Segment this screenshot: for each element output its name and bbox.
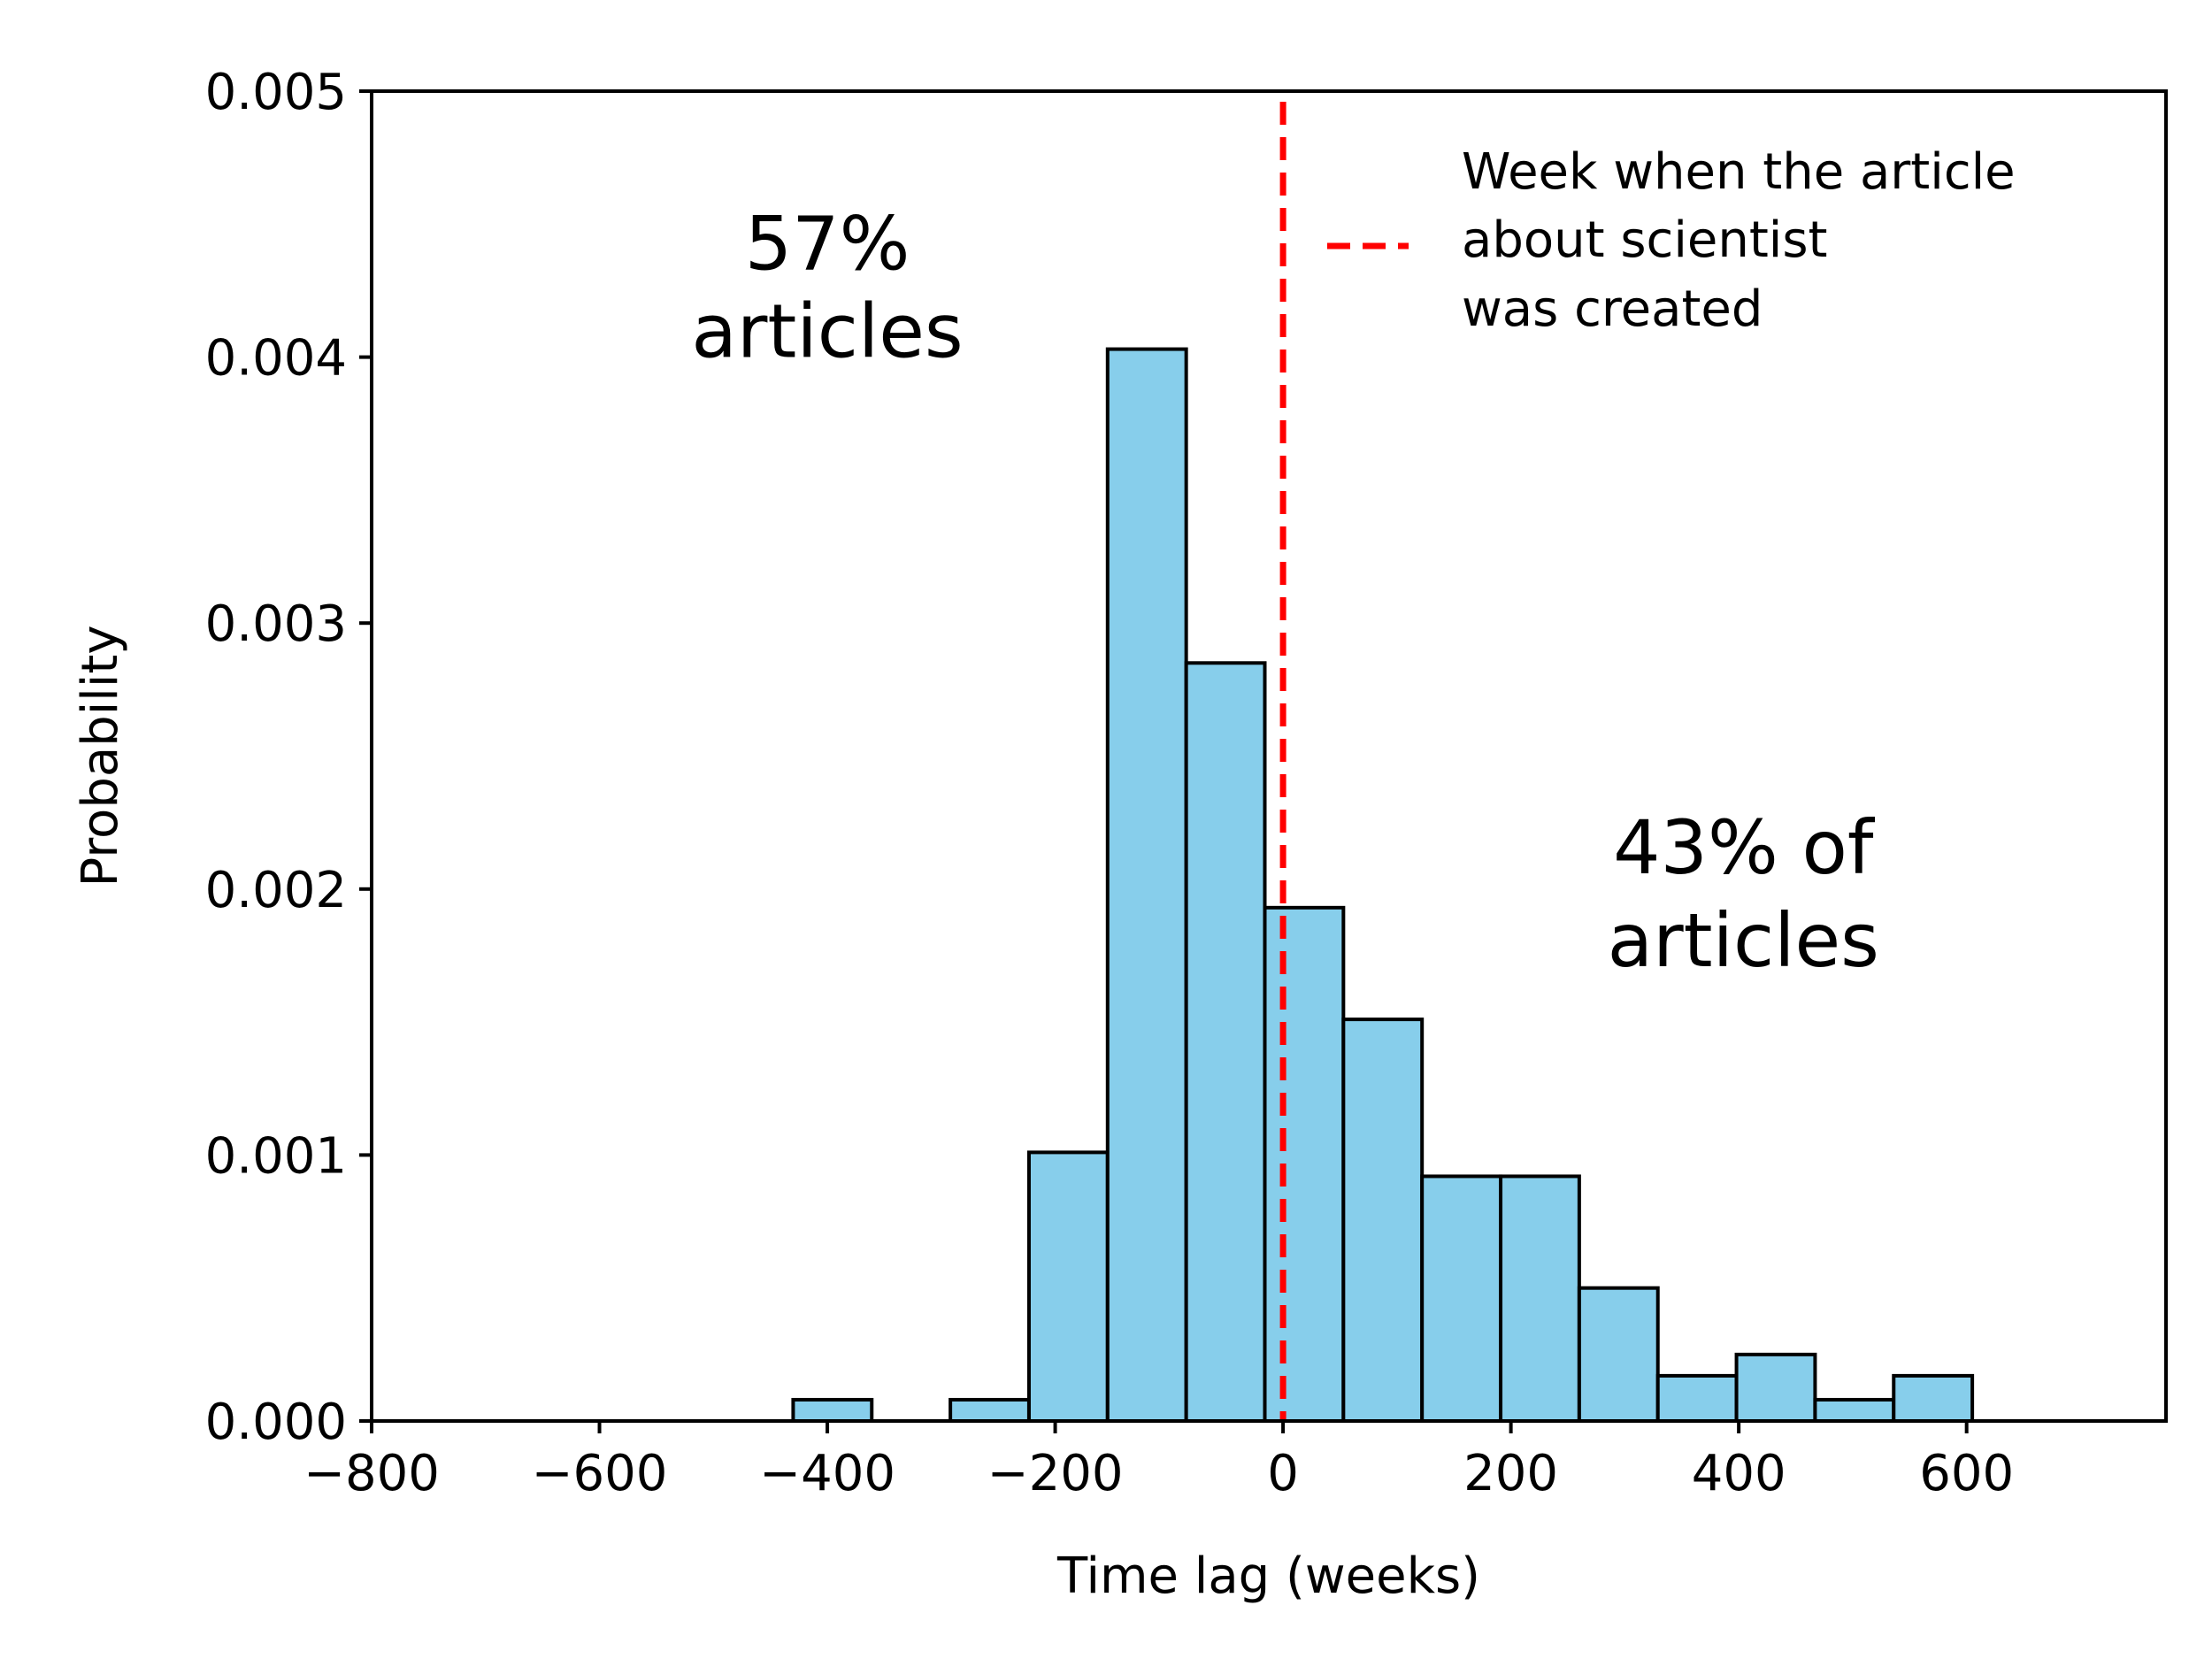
histogram-bar-0 xyxy=(791,1397,874,1424)
y-axis-ticks: 0.000 0.001 0.002 0.003 0.004 0.005 xyxy=(205,64,372,1451)
y-axis-title: Probability xyxy=(72,625,129,887)
x-axis-ticks: −800 −600 −400 −200 0 200 400 600 xyxy=(303,1421,2014,1502)
histogram-bar-10 xyxy=(1577,1286,1660,1423)
x-axis-title: Time lag (weeks) xyxy=(1056,1548,1480,1605)
x-tick-label: 200 xyxy=(1463,1445,1558,1502)
histogram-bar-2 xyxy=(949,1397,1031,1424)
annotation-right-line-2: articles xyxy=(1608,897,1879,984)
histogram-bar-12 xyxy=(1734,1352,1817,1423)
x-tick-label: 400 xyxy=(1692,1445,1786,1502)
y-tick-label: 0.002 xyxy=(205,862,347,919)
histogram-bar-14 xyxy=(1892,1373,1975,1423)
histogram-bar-9 xyxy=(1499,1174,1581,1423)
x-tick-label: −600 xyxy=(532,1445,668,1502)
histogram-bar-11 xyxy=(1655,1373,1739,1423)
histogram-bar-7 xyxy=(1341,1018,1425,1423)
y-tick-label: 0.004 xyxy=(205,330,347,388)
histogram-bar-5 xyxy=(1184,661,1267,1423)
annotation-left-line-2: articles xyxy=(691,288,963,375)
x-tick-label: −200 xyxy=(987,1445,1124,1502)
histogram-bar-8 xyxy=(1420,1174,1503,1423)
x-tick-label: 600 xyxy=(1919,1445,2014,1502)
plot-frame xyxy=(370,89,2168,1423)
y-tick-label: 0.003 xyxy=(205,595,347,653)
legend-label-line-1: Week when the article xyxy=(1462,143,2016,201)
legend-label-line-3: was created xyxy=(1462,280,1763,338)
x-tick-label: −800 xyxy=(303,1445,440,1502)
x-tick-label: −400 xyxy=(759,1445,895,1502)
legend-label-line-2: about scientist xyxy=(1462,211,1828,269)
histogram-bar-6 xyxy=(1263,905,1346,1424)
y-tick-label: 0.005 xyxy=(205,64,347,121)
legend: Week when the article about scientist wa… xyxy=(1327,143,2016,338)
histogram-bar-13 xyxy=(1813,1397,1896,1424)
histogram-bars xyxy=(791,347,1975,1424)
histogram-bar-3 xyxy=(1026,1150,1110,1424)
y-tick-label: 0.001 xyxy=(205,1127,347,1185)
x-tick-label: 0 xyxy=(1267,1445,1299,1502)
annotation-left-line-1: 57% xyxy=(745,200,910,287)
histogram-bar-4 xyxy=(1105,347,1188,1423)
y-tick-label: 0.000 xyxy=(205,1394,347,1451)
annotation-right-line-1: 43% of xyxy=(1613,804,1876,891)
